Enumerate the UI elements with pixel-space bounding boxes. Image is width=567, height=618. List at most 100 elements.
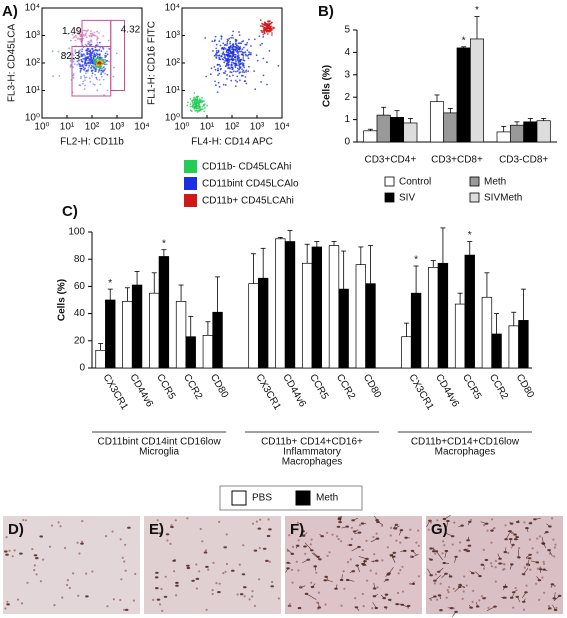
event-dot xyxy=(85,64,88,67)
cell xyxy=(270,585,275,588)
event-dot xyxy=(259,44,262,46)
cell xyxy=(8,549,11,552)
event-dot xyxy=(91,48,94,50)
process xyxy=(467,536,469,541)
event-dot xyxy=(83,29,85,32)
event-dot xyxy=(224,43,227,46)
event-dot xyxy=(70,39,72,42)
event-dot xyxy=(250,51,252,54)
cell xyxy=(553,608,558,612)
event-dot xyxy=(102,35,105,37)
event-dot xyxy=(234,43,237,45)
event-dot xyxy=(245,82,248,85)
cell xyxy=(4,550,8,553)
cell xyxy=(375,572,378,575)
micrograph xyxy=(3,516,140,614)
cell xyxy=(453,521,456,524)
cell xyxy=(339,540,343,543)
event-dot xyxy=(85,76,88,79)
cell xyxy=(502,596,507,599)
event-dot xyxy=(250,45,252,47)
cell xyxy=(515,536,519,539)
event-dot xyxy=(205,75,208,78)
process xyxy=(362,563,367,566)
process xyxy=(354,529,359,532)
event-dot xyxy=(77,33,80,36)
cell xyxy=(478,575,482,578)
event-dot xyxy=(89,44,91,46)
cell xyxy=(251,595,254,598)
event-dot xyxy=(95,54,98,56)
process xyxy=(412,550,417,556)
event-dot xyxy=(87,50,90,52)
cell xyxy=(186,564,190,567)
event-dot xyxy=(240,74,243,77)
cell xyxy=(358,524,362,527)
bar xyxy=(311,246,323,369)
cell xyxy=(528,538,532,541)
event-dot xyxy=(242,59,245,61)
event-dot xyxy=(201,105,204,108)
bar xyxy=(401,336,412,369)
cell xyxy=(434,573,437,576)
event-dot xyxy=(238,62,241,64)
event-dot xyxy=(93,53,96,56)
cell xyxy=(218,520,221,524)
cell xyxy=(526,564,530,567)
event-dot xyxy=(85,36,88,39)
cell xyxy=(409,555,413,558)
cell xyxy=(445,596,448,599)
legend-swatch xyxy=(384,176,395,187)
event-dot xyxy=(194,106,197,109)
process xyxy=(358,556,368,560)
event-dot xyxy=(230,36,233,39)
cell xyxy=(509,596,514,599)
event-dot xyxy=(271,34,273,36)
event-dot xyxy=(86,47,89,50)
cell xyxy=(310,581,313,584)
event-dot xyxy=(58,75,61,77)
event-dot xyxy=(230,71,233,74)
event-dot xyxy=(194,101,197,104)
event-dot xyxy=(78,50,80,53)
event-dot xyxy=(225,50,228,53)
event-dot xyxy=(277,64,280,67)
cell xyxy=(472,589,475,593)
cell xyxy=(160,587,163,591)
x-tick-label: 10⁰ xyxy=(34,122,49,133)
event-dot xyxy=(241,53,244,56)
event-dot xyxy=(232,45,234,48)
event-dot xyxy=(199,108,202,111)
bar xyxy=(355,264,367,369)
process xyxy=(313,552,319,558)
cell xyxy=(465,584,468,587)
process xyxy=(522,592,527,599)
event-dot xyxy=(88,77,91,80)
bar xyxy=(481,296,493,369)
cell xyxy=(511,531,514,534)
event-dot xyxy=(270,21,273,24)
event-dot xyxy=(248,51,250,54)
bar xyxy=(158,256,170,369)
cell xyxy=(212,561,215,565)
legend-label: Control xyxy=(399,177,431,188)
process xyxy=(509,564,513,570)
event-dot xyxy=(225,44,228,47)
process xyxy=(372,602,377,609)
cell xyxy=(443,544,446,547)
cell xyxy=(442,540,445,543)
process xyxy=(554,592,556,599)
event-dot xyxy=(234,66,237,69)
cell xyxy=(120,578,123,581)
process xyxy=(475,571,481,577)
cell xyxy=(310,538,313,541)
event-dot xyxy=(100,75,103,78)
bar xyxy=(149,292,160,369)
event-dot xyxy=(100,69,103,72)
cell xyxy=(551,517,554,520)
process xyxy=(356,565,361,573)
cell xyxy=(26,581,29,584)
cell xyxy=(337,538,340,541)
event-dot xyxy=(236,81,239,83)
process xyxy=(534,518,541,520)
